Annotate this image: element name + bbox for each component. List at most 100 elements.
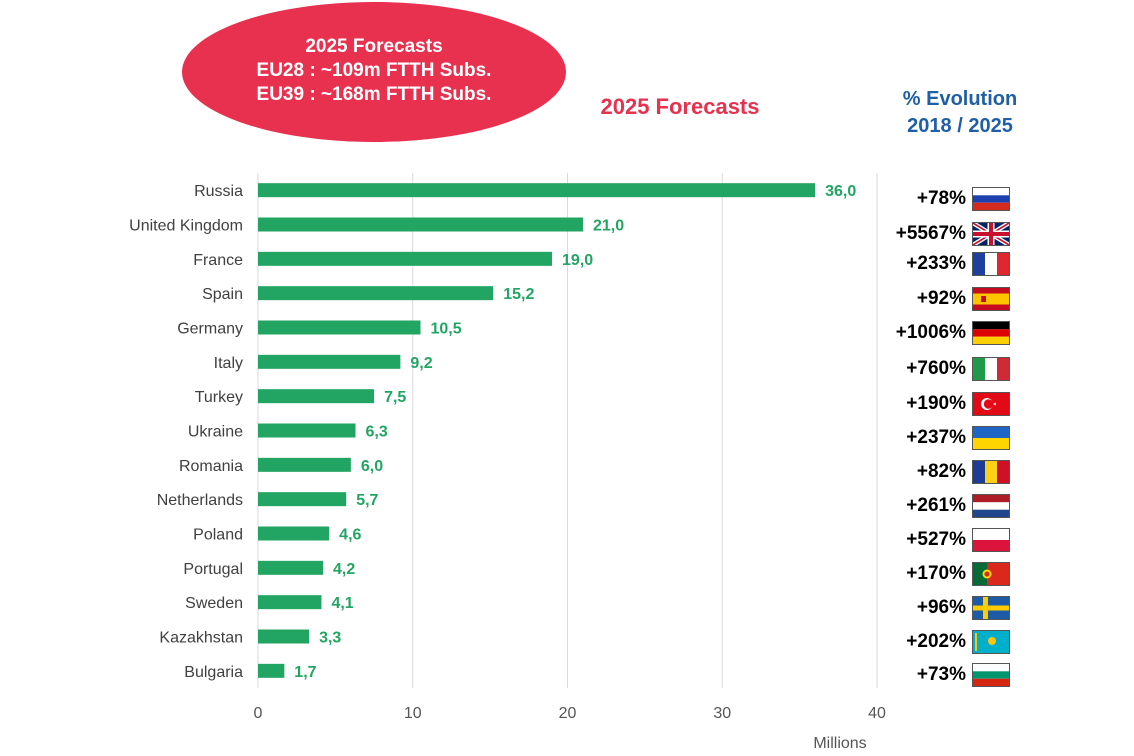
evolution-row: +202% (878, 627, 1028, 657)
bar (258, 354, 401, 369)
category-label: Portugal (183, 561, 243, 578)
data-label: 19,0 (562, 252, 593, 269)
kazakhstan-flag-icon (972, 630, 1010, 654)
chart-title: 2025 Forecasts (600, 94, 760, 119)
evolution-header: % Evolution 2018 / 2025 (880, 86, 1040, 140)
category-label: Turkey (195, 389, 243, 406)
evolution-row: +82% (878, 457, 1028, 487)
data-label: 36,0 (825, 183, 856, 200)
evolution-row: +73% (878, 660, 1028, 690)
data-label: 7,5 (384, 389, 406, 406)
x-tick-label: 10 (404, 705, 422, 722)
data-label: 6,3 (365, 424, 387, 441)
x-tick-label: 20 (559, 705, 577, 722)
russia-flag-icon (972, 187, 1010, 211)
bar (258, 183, 816, 198)
category-label: United Kingdom (129, 218, 243, 235)
bar (258, 595, 322, 610)
evolution-row: +96% (878, 593, 1028, 623)
category-label: France (193, 252, 243, 269)
evolution-row: +233% (878, 249, 1028, 279)
evolution-header-line-2: 2018 / 2025 (907, 115, 1013, 137)
x-axis-label: Millions (813, 735, 866, 752)
ukraine-flag-icon (972, 426, 1010, 450)
evolution-pct: +233% (906, 253, 966, 274)
evolution-pct: +78% (916, 188, 966, 209)
bar (258, 423, 356, 438)
evolution-row: +190% (878, 389, 1028, 419)
evolution-row: +78% (878, 184, 1028, 214)
bar (258, 526, 330, 541)
evolution-pct: +760% (906, 358, 966, 379)
data-label: 4,1 (331, 595, 353, 612)
bar (258, 251, 553, 266)
france-flag-icon (972, 252, 1010, 276)
data-label: 3,3 (319, 630, 341, 647)
x-tick-label: 0 (254, 705, 263, 722)
bar (258, 286, 494, 301)
bar (258, 560, 323, 575)
evolution-row: +760% (878, 354, 1028, 384)
category-label: Russia (194, 183, 243, 200)
evolution-row: +527% (878, 525, 1028, 555)
evolution-row: +237% (878, 423, 1028, 453)
category-label: Bulgaria (184, 664, 243, 681)
data-label: 4,6 (339, 527, 361, 544)
data-label: 10,5 (430, 321, 461, 338)
netherlands-flag-icon (972, 494, 1010, 518)
callout-line-3: EU39 : ~168m FTTH Subs. (256, 84, 492, 105)
spain-flag-icon (972, 287, 1010, 311)
sweden-flag-icon (972, 596, 1010, 620)
category-label: Spain (202, 286, 243, 303)
portugal-flag-icon (972, 562, 1010, 586)
evolution-row: +1006% (878, 318, 1028, 348)
evolution-pct: +261% (906, 495, 966, 516)
data-label: 1,7 (294, 664, 316, 681)
category-label: Italy (214, 355, 243, 372)
evolution-pct: +170% (906, 563, 966, 584)
evolution-pct: +237% (906, 427, 966, 448)
bulgaria-flag-icon (972, 663, 1010, 687)
evolution-header-line-1: % Evolution (902, 88, 1018, 110)
romania-flag-icon (972, 460, 1010, 484)
category-label: Ukraine (188, 424, 243, 441)
evolution-pct: +527% (906, 529, 966, 550)
category-label: Germany (177, 321, 243, 338)
category-label: Romania (179, 458, 243, 475)
evolution-pct: +1006% (895, 322, 966, 343)
evolution-pct: +96% (916, 597, 966, 618)
evolution-pct: +73% (916, 664, 966, 685)
data-label: 9,2 (410, 355, 432, 372)
bar (258, 663, 285, 678)
bar (258, 320, 421, 335)
evolution-row: +170% (878, 559, 1028, 589)
germany-flag-icon (972, 321, 1010, 345)
evolution-pct: +5567% (895, 223, 966, 244)
callout-line-1: 2025 Forecasts (305, 36, 443, 57)
uk-flag-icon (972, 222, 1010, 246)
bar (258, 389, 375, 404)
bar (258, 457, 351, 472)
evolution-pct: +92% (916, 288, 966, 309)
x-tick-label: 30 (713, 705, 731, 722)
callout-line-2: EU28 : ~109m FTTH Subs. (256, 60, 492, 81)
category-label: Poland (193, 527, 243, 544)
evolution-row: +261% (878, 491, 1028, 521)
bar (258, 492, 347, 507)
data-label: 15,2 (503, 286, 534, 303)
x-tick-label: 40 (868, 705, 886, 722)
category-label: Kazakhstan (159, 630, 243, 647)
category-label: Netherlands (157, 492, 243, 509)
evolution-pct: +82% (916, 461, 966, 482)
bar (258, 217, 583, 232)
data-label: 5,7 (356, 492, 378, 509)
evolution-pct: +202% (906, 631, 966, 652)
italy-flag-icon (972, 357, 1010, 381)
category-label: Sweden (185, 595, 243, 612)
poland-flag-icon (972, 528, 1010, 552)
evolution-row: +5567% (878, 219, 1028, 249)
data-label: 21,0 (593, 218, 624, 235)
data-label: 4,2 (333, 561, 355, 578)
forecast-callout: 2025 Forecasts EU28 : ~109m FTTH Subs. E… (182, 2, 566, 142)
